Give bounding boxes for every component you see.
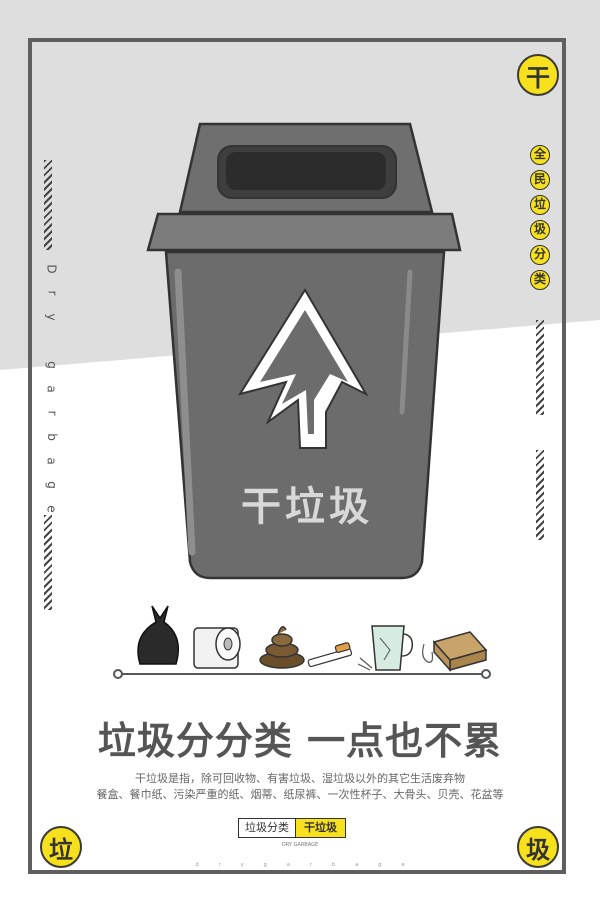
poop-icon — [259, 626, 305, 669]
letter: g — [45, 361, 59, 369]
letter: g — [378, 862, 382, 868]
letter: r — [309, 862, 312, 868]
letter: a — [44, 385, 59, 393]
trash-bag-icon — [137, 605, 179, 665]
letter: a — [286, 862, 290, 868]
slogan-char: 垃 — [530, 195, 550, 215]
box-and-paperclip-icon — [422, 631, 488, 672]
letter: d — [195, 862, 199, 868]
toilet-roll-icon — [193, 627, 241, 669]
corner-char-bottom-right: 圾 — [517, 826, 559, 868]
poster-frame — [28, 38, 566, 874]
letter: D — [45, 264, 59, 274]
headline: 垃圾分分类 一点也不累 — [97, 719, 503, 763]
letter: e — [401, 862, 405, 868]
cigarette-icon — [307, 642, 353, 668]
bin-label: 干垃圾 — [241, 484, 373, 530]
description-line-1: 干垃圾是指，除可回收物、有害垃圾、湿垃圾以外的其它生活废弃物 — [135, 772, 465, 785]
description-line-2: 餐盒、餐巾纸、污染严重的纸、烟蒂、纸尿裤、一次性杯子、大骨头、贝壳、花盆等 — [96, 788, 504, 801]
category-label-sub: DRY GARBAGE — [281, 842, 319, 848]
hatch-decoration-right-lower — [536, 450, 544, 540]
hatch-decoration-right — [536, 320, 544, 415]
slogan-vertical: 全 民 垃 圾 分 类 — [528, 145, 552, 290]
broken-cup-icon — [357, 625, 414, 671]
slogan-char: 圾 — [530, 220, 550, 240]
hatch-decoration-left-bottom — [44, 515, 52, 610]
letter: r — [45, 410, 59, 416]
letter: a — [44, 457, 59, 465]
letter: e — [44, 505, 59, 513]
slogan-char: 分 — [530, 245, 550, 265]
letter: r — [218, 862, 221, 868]
category-label-right: 干垃圾 — [296, 819, 345, 837]
letter: g — [45, 481, 59, 489]
letter: y — [240, 862, 244, 868]
letter: r — [45, 290, 59, 296]
letter: g — [263, 862, 267, 868]
letter: b — [45, 433, 59, 441]
category-label: 垃圾分类 干垃圾 — [238, 818, 346, 838]
letter: y — [44, 313, 59, 321]
dry-waste-items — [113, 605, 491, 679]
hatch-decoration-left-top — [44, 160, 52, 250]
slogan-char: 全 — [530, 145, 550, 165]
corner-char-top-right: 干 — [517, 54, 559, 96]
trash-bin-illustration — [146, 122, 462, 580]
slogan-char: 民 — [530, 170, 550, 190]
bottom-letters: d r y g a r b a g e — [0, 862, 600, 868]
vertical-english-text: D r y g a r b a g e — [44, 262, 60, 516]
letter: a — [355, 862, 359, 868]
category-label-left: 垃圾分类 — [239, 819, 296, 837]
letter: b — [332, 862, 336, 868]
slogan-char: 类 — [530, 270, 550, 290]
corner-char-bottom-left: 垃 — [40, 826, 82, 868]
